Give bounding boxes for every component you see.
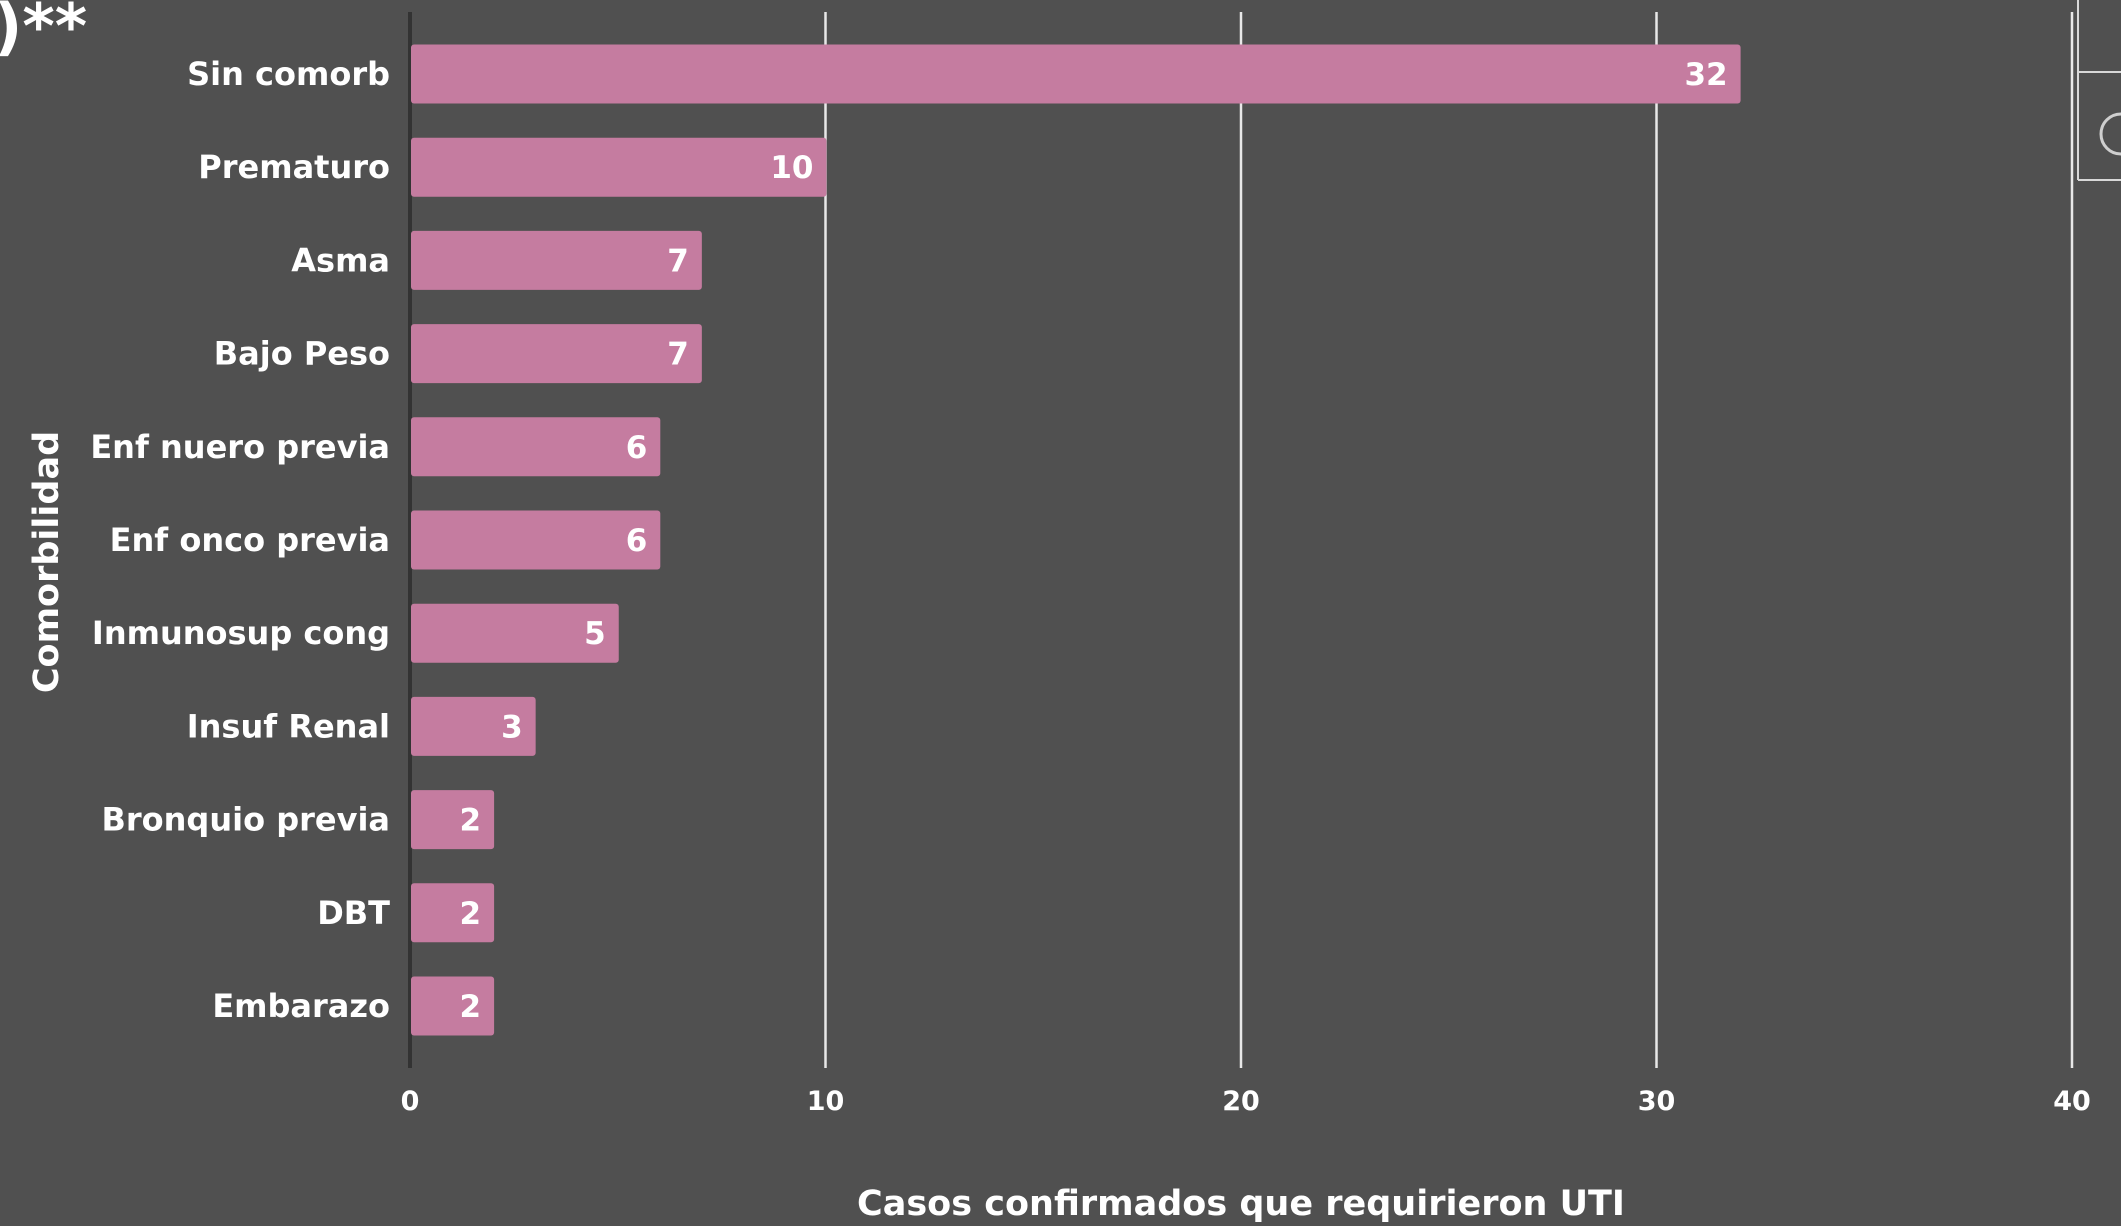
bar-0 <box>411 44 1741 104</box>
value-label-7: 3 <box>501 709 523 745</box>
bar-6 <box>411 603 619 663</box>
value-label-2: 7 <box>667 243 689 279</box>
category-label-3: Bajo Peso <box>214 335 390 373</box>
category-label-0: Sin comorb <box>187 55 390 93</box>
partial-side-widget <box>2077 0 2121 181</box>
x-tick-label-1: 10 <box>807 1086 845 1117</box>
value-label-0: 32 <box>1684 57 1727 93</box>
category-label-1: Prematuro <box>198 148 390 186</box>
bar-2 <box>411 230 702 290</box>
value-label-6: 5 <box>584 616 606 652</box>
bars-group <box>411 44 1741 1036</box>
x-tick-label-3: 30 <box>1638 1086 1676 1117</box>
x-axis-title: Casos confirmados que requirieron UTI <box>857 1184 1625 1224</box>
category-label-4: Enf nuero previa <box>90 428 390 466</box>
value-label-1: 10 <box>770 150 813 186</box>
bar-3 <box>411 324 702 384</box>
bar-5 <box>411 510 661 570</box>
bar-7 <box>411 696 536 756</box>
bar-10 <box>411 976 495 1036</box>
category-label-9: DBT <box>317 894 390 932</box>
y-axis-title: Comorbilidad <box>27 431 67 693</box>
category-labels: Sin comorb Prematuro Asma Bajo Peso Enf nuer… <box>90 55 390 1025</box>
bar-1 <box>411 137 827 197</box>
globe-icon <box>2099 112 2121 156</box>
value-label-9: 2 <box>460 896 482 932</box>
title-fragment: )** <box>0 0 87 63</box>
value-label-10: 2 <box>460 989 482 1025</box>
x-tick-label-2: 20 <box>1222 1086 1260 1117</box>
x-tick-label-0: 0 <box>401 1086 420 1117</box>
category-label-10: Embarazo <box>212 987 390 1025</box>
bar-4 <box>411 417 661 477</box>
value-label-5: 6 <box>626 523 648 559</box>
x-tick-label-4: 40 <box>2053 1086 2091 1117</box>
value-label-8: 2 <box>460 803 482 839</box>
bar-8 <box>411 790 495 850</box>
category-label-6: Inmunosup cong <box>92 614 390 652</box>
x-tick-labels: 0 10 20 30 40 <box>401 1086 2091 1117</box>
value-label-4: 6 <box>626 430 648 466</box>
category-label-2: Asma <box>291 241 390 279</box>
bar-9 <box>411 883 495 943</box>
category-label-8: Bronquio previa <box>101 801 390 839</box>
category-label-7: Insuf Renal <box>187 707 390 745</box>
value-label-3: 7 <box>667 337 689 373</box>
category-label-5: Enf onco previa <box>110 521 390 559</box>
grid-lines <box>824 12 2074 1068</box>
